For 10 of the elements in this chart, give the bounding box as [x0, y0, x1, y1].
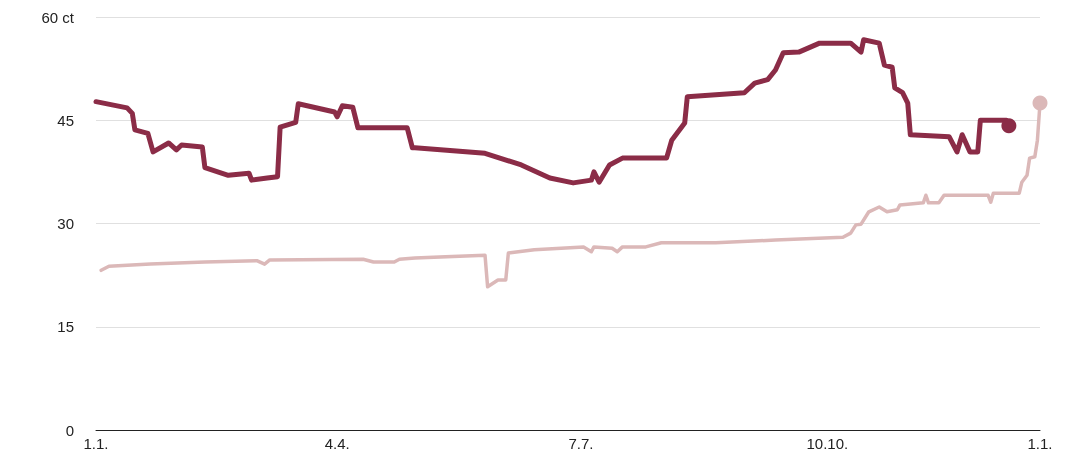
x-tick-label: 7.7.	[568, 435, 594, 452]
x-tick-label: 1.1.	[83, 435, 109, 452]
y-tick-label: 45	[57, 111, 74, 129]
y-tick-label: 0	[65, 421, 74, 439]
y-tick-label: 15	[57, 318, 74, 336]
x-tick-label: 1.1.	[1027, 435, 1053, 452]
y-tick-label: 30	[57, 215, 74, 232]
x-tick-label: 4.4.	[324, 435, 350, 452]
x-tick-label: 10.10.	[806, 435, 849, 452]
y-tick-label: 60 ct	[41, 8, 75, 26]
